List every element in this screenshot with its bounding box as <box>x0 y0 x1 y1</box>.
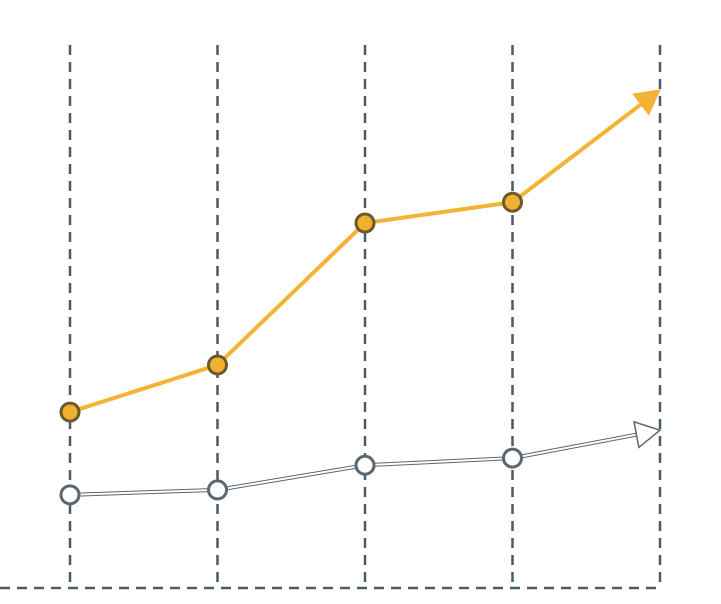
series-line <box>69 99 646 414</box>
point <box>207 354 228 376</box>
point <box>207 479 228 501</box>
arrowhead <box>633 420 662 449</box>
point <box>354 212 376 234</box>
point <box>502 191 523 213</box>
point <box>59 401 81 423</box>
point <box>502 447 523 469</box>
point <box>354 454 376 476</box>
point <box>59 484 81 506</box>
arrowhead <box>632 89 661 116</box>
